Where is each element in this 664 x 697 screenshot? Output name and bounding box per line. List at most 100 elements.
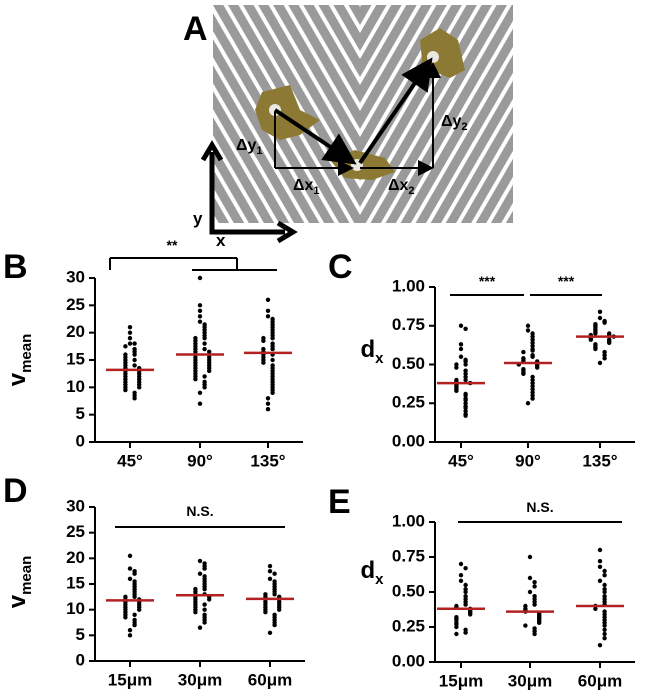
- y-tick-label: 0.50: [392, 354, 425, 373]
- data-dot: [261, 338, 266, 344]
- x-tick-label: 15μm: [439, 671, 483, 690]
- x-tick-label: 60μm: [578, 671, 622, 690]
- stripe: [213, 5, 513, 223]
- chart-panel: Edx 0.00 0.25 0.50 0.75 1.00 15μm 30μm 60μm N.S.: [328, 483, 635, 690]
- data-dot: [602, 627, 607, 632]
- chart-panel: Cdx 0.00 0.25 0.50 0.75 1.00 45° 90° 135° *** ***: [328, 248, 635, 470]
- data-dot: [137, 607, 142, 612]
- y-tick-label: 1.00: [392, 511, 425, 530]
- y-tick-label: 0.00: [392, 651, 425, 670]
- data-dot: [270, 357, 275, 363]
- data-dot: [197, 390, 203, 395]
- data-dot: [463, 326, 468, 332]
- data-dot: [132, 594, 137, 600]
- data-dot: [458, 354, 464, 359]
- data-dot: [202, 335, 207, 341]
- significance-label: N.S.: [186, 503, 213, 519]
- significance-label: ***: [479, 273, 496, 289]
- x-tick-label: 135°: [582, 451, 617, 470]
- stripe: [213, 28, 513, 223]
- data-dot: [458, 561, 464, 567]
- data-dot: [597, 315, 603, 321]
- data-dot: [197, 319, 203, 324]
- data-dot: [530, 390, 535, 395]
- y-tick-label: 5: [76, 625, 85, 644]
- y-tick-label: 25: [66, 522, 85, 541]
- data-dot: [530, 348, 535, 353]
- arrows: [200, 57, 441, 244]
- data-dot: [197, 308, 203, 313]
- x-tick-label: 135°: [250, 451, 285, 470]
- data-dot: [535, 365, 540, 370]
- data-dot: [530, 340, 535, 345]
- data-dot: [597, 564, 603, 569]
- nucleus: [427, 51, 439, 63]
- delta-main: Δx: [293, 177, 314, 194]
- data-dot: [277, 607, 282, 612]
- data-dot: [602, 623, 607, 628]
- data-dot: [127, 576, 133, 582]
- data-dot: [532, 584, 537, 589]
- data-dot: [463, 589, 468, 595]
- data-dot: [265, 308, 271, 313]
- data-dot: [272, 571, 277, 576]
- data-dot: [463, 413, 468, 418]
- panel-letter: D: [3, 472, 28, 510]
- x-tick-label: 30μm: [508, 671, 552, 690]
- delta-label: Δx1: [293, 177, 320, 197]
- stripe: [288, 5, 432, 129]
- data-dot: [132, 352, 137, 357]
- data-dot: [127, 553, 133, 558]
- data-dot: [602, 568, 607, 574]
- data-dot: [530, 331, 535, 336]
- data-dot: [602, 636, 607, 641]
- delta-label: Δy1: [236, 137, 263, 157]
- data-dot: [527, 554, 533, 560]
- data-dot: [127, 566, 133, 571]
- stripe: [243, 5, 477, 207]
- data-dot: [525, 328, 531, 333]
- stripe: [213, 80, 513, 223]
- data-dot: [458, 342, 464, 347]
- data-dot: [521, 371, 526, 376]
- data-dot: [197, 314, 203, 319]
- y-tick-label: 30: [66, 267, 85, 286]
- y-tick-label: 0.75: [392, 546, 425, 565]
- y-tick-label: 0: [76, 650, 85, 669]
- y-tick-label: 1.00: [392, 276, 425, 295]
- data-dot: [132, 622, 137, 628]
- data-dot: [602, 573, 607, 578]
- y-label-sub: x: [375, 350, 384, 367]
- data-dot: [123, 615, 128, 620]
- data-dot: [458, 578, 464, 583]
- data-dot: [193, 376, 198, 382]
- stripe: [213, 106, 513, 223]
- y-tick-label: 0.25: [392, 393, 425, 412]
- data-dot: [597, 643, 603, 648]
- data-dot: [454, 365, 459, 370]
- data-dot: [197, 625, 203, 630]
- data-dot: [265, 407, 271, 412]
- data-dot: [202, 620, 207, 625]
- significance-label: **: [167, 237, 178, 253]
- data-dot: [597, 309, 603, 314]
- data-dot: [532, 580, 537, 585]
- delta-sub: 1: [256, 145, 262, 157]
- data-dot: [263, 610, 268, 615]
- axes-arrow: [209, 152, 285, 235]
- data-dot: [602, 631, 607, 637]
- data-dot: [593, 346, 598, 352]
- arrow: [358, 57, 433, 165]
- data-dot: [265, 401, 271, 406]
- delta-sub: 1: [313, 185, 319, 197]
- data-dot: [202, 374, 207, 379]
- data-dot: [530, 374, 535, 380]
- data-dot: [521, 349, 526, 355]
- arrow: [273, 108, 357, 165]
- cell: [255, 85, 320, 140]
- data-dot: [123, 344, 128, 349]
